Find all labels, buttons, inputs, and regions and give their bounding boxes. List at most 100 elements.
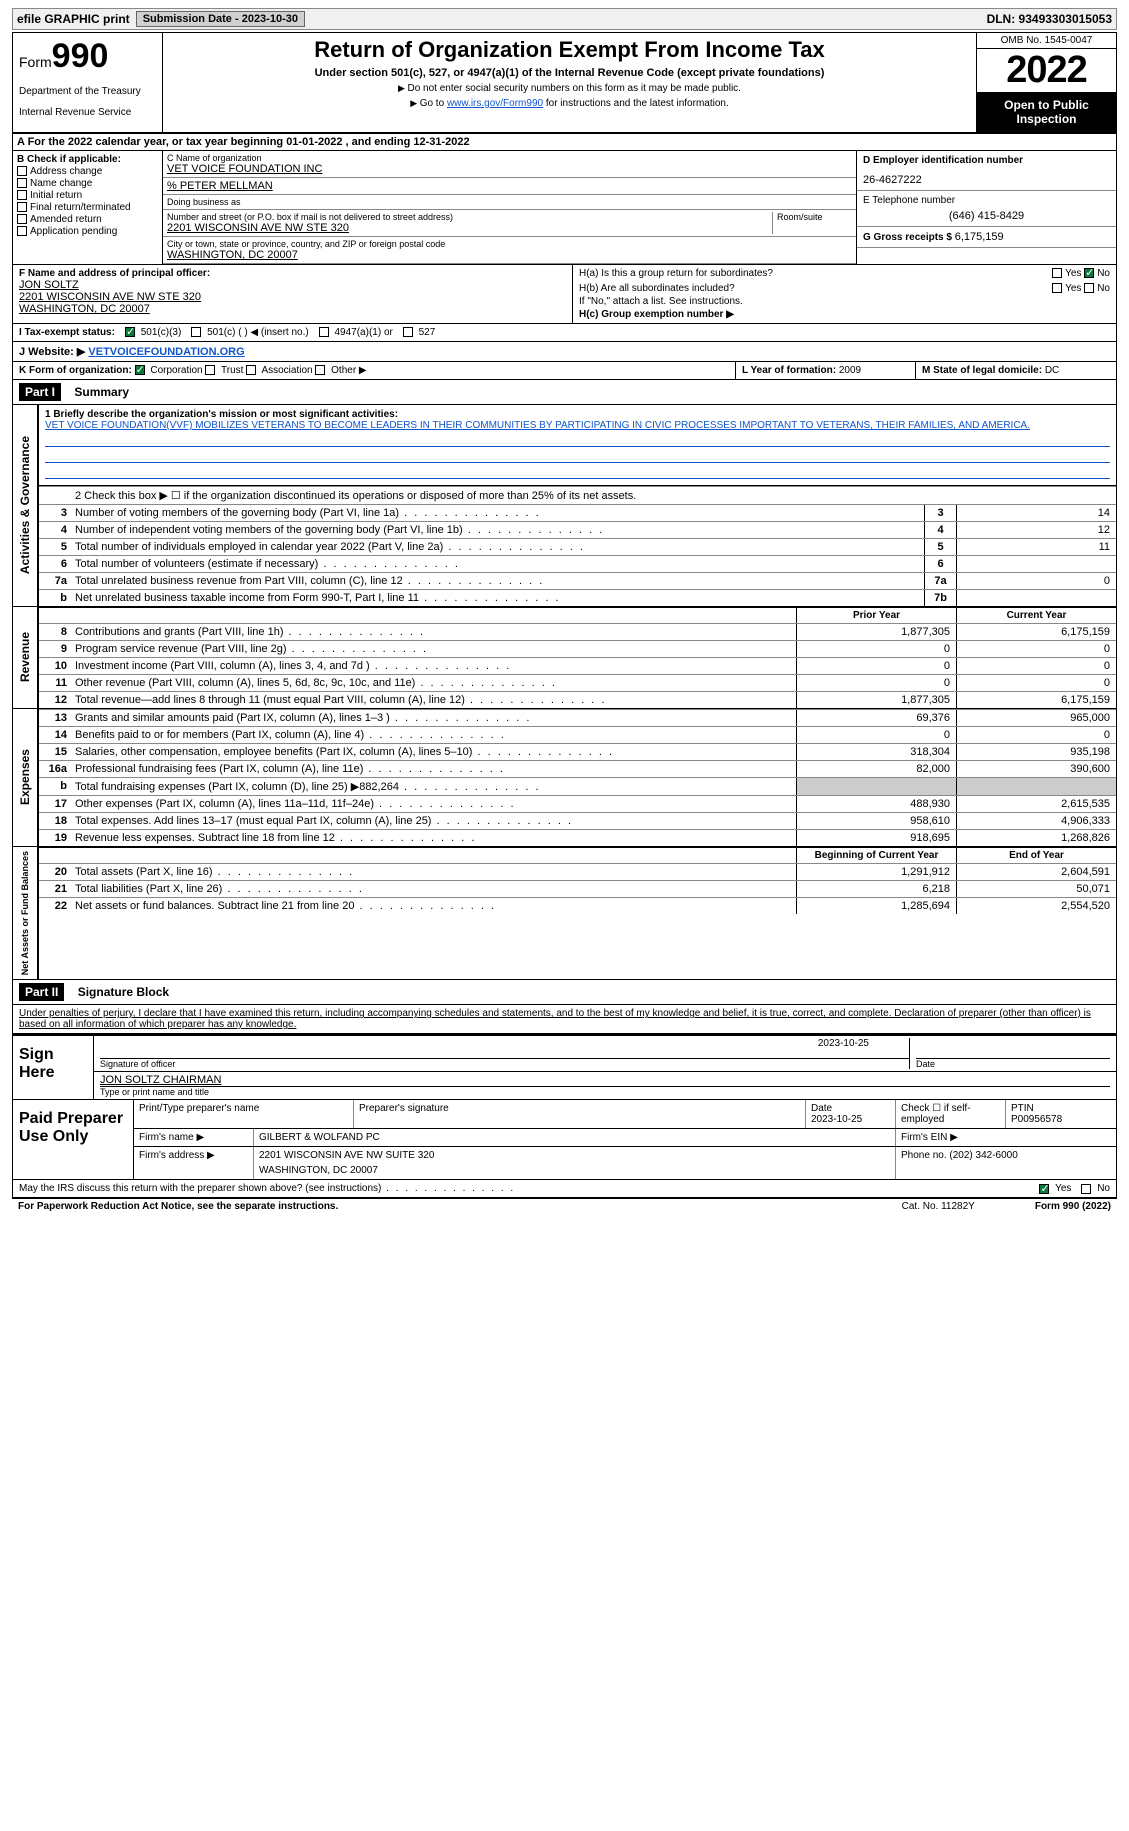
net-col-header: Beginning of Current Year End of Year bbox=[39, 847, 1116, 863]
chk-name-change[interactable]: Name change bbox=[17, 178, 158, 189]
section-governance: Activities & Governance 1 Briefly descri… bbox=[13, 405, 1116, 607]
col-b-label: B Check if applicable: bbox=[17, 154, 158, 165]
irs-link[interactable]: www.irs.gov/Form990 bbox=[447, 98, 543, 109]
vlabel-governance: Activities & Governance bbox=[16, 432, 34, 578]
hb-label: H(b) Are all subordinates included? bbox=[579, 283, 735, 294]
firm-name-label: Firm's name ▶ bbox=[134, 1129, 254, 1146]
gross-label: G Gross receipts $ bbox=[863, 232, 952, 243]
self-employed-label: Check ☐ if self-employed bbox=[896, 1100, 1006, 1128]
chk-trust[interactable]: Trust bbox=[205, 365, 243, 376]
room-label: Room/suite bbox=[777, 212, 852, 222]
firm-addr-label: Firm's address ▶ bbox=[134, 1147, 254, 1179]
ein-label: D Employer identification number bbox=[863, 155, 1110, 166]
gross-value: 6,175,159 bbox=[955, 231, 1004, 243]
tax-year: 2022 bbox=[977, 49, 1116, 92]
year-formation-label: L Year of formation: bbox=[742, 365, 836, 376]
summary-line: 12Total revenue—add lines 8 through 11 (… bbox=[39, 691, 1116, 708]
goto-instructions: Go to www.irs.gov/Form990 for instructio… bbox=[171, 98, 968, 109]
section-net-assets: Net Assets or Fund Balances Beginning of… bbox=[13, 847, 1116, 979]
row-j-website: J Website: ▶ VETVOICEFOUNDATION.ORG bbox=[12, 342, 1117, 362]
firm-city: WASHINGTON, DC 20007 bbox=[259, 1165, 890, 1176]
street-address: 2201 WISCONSIN AVE NW STE 320 bbox=[167, 222, 772, 234]
ein-value: 26-4627222 bbox=[863, 174, 1110, 186]
firm-name: GILBERT & WOLFAND PC bbox=[254, 1129, 896, 1146]
form-org-label: K Form of organization: bbox=[19, 365, 132, 376]
summary-line: 16aProfessional fundraising fees (Part I… bbox=[39, 760, 1116, 777]
open-inspection: Open to Public Inspection bbox=[977, 92, 1116, 132]
website-link[interactable]: VETVOICEFOUNDATION.ORG bbox=[88, 346, 244, 358]
section-revenue: Revenue Prior Year Current Year 8Contrib… bbox=[13, 607, 1116, 709]
chk-501c[interactable]: 501(c) ( ) ◀ (insert no.) bbox=[191, 327, 308, 338]
chk-assoc[interactable]: Association bbox=[246, 365, 312, 376]
chk-corp[interactable]: Corporation bbox=[135, 365, 203, 376]
discuss-yes[interactable]: Yes bbox=[1039, 1183, 1071, 1194]
chk-initial-return[interactable]: Initial return bbox=[17, 190, 158, 201]
sign-here-label: Sign Here bbox=[13, 1036, 93, 1099]
firm-phone: (202) 342-6000 bbox=[949, 1150, 1017, 1161]
chk-address-change[interactable]: Address change bbox=[17, 166, 158, 177]
sign-here-block: Sign Here 2023-10-25 Signature of office… bbox=[12, 1034, 1117, 1100]
main-block: B Check if applicable: Address change Na… bbox=[12, 151, 1117, 265]
chk-final-return[interactable]: Final return/terminated bbox=[17, 202, 158, 213]
sig-date-label: Date bbox=[916, 1058, 1110, 1069]
blank-line bbox=[45, 449, 1110, 463]
tax-status-label: I Tax-exempt status: bbox=[19, 327, 115, 338]
summary-line: 7aTotal unrelated business revenue from … bbox=[39, 572, 1116, 589]
officer-addr: 2201 WISCONSIN AVE NW STE 320 bbox=[19, 291, 566, 303]
summary-line: 3Number of voting members of the governi… bbox=[39, 504, 1116, 521]
officer-label: F Name and address of principal officer: bbox=[19, 268, 566, 279]
org-name: VET VOICE FOUNDATION INC bbox=[167, 163, 852, 175]
city-state-zip: WASHINGTON, DC 20007 bbox=[167, 249, 852, 261]
row-a-tax-year: A For the 2022 calendar year, or tax yea… bbox=[12, 134, 1117, 151]
revenue-col-header: Prior Year Current Year bbox=[39, 607, 1116, 623]
chk-501c3[interactable]: 501(c)(3) bbox=[125, 327, 181, 338]
chk-527[interactable]: 527 bbox=[403, 327, 435, 338]
summary-line: bTotal fundraising expenses (Part IX, co… bbox=[39, 777, 1116, 795]
chk-application-pending[interactable]: Application pending bbox=[17, 226, 158, 237]
dln-label: DLN: 93493303015053 bbox=[987, 12, 1112, 26]
ptin-value: P00956578 bbox=[1011, 1114, 1062, 1125]
form-header: Form990 Department of the Treasury Inter… bbox=[12, 32, 1117, 134]
firm-ein-label: Firm's EIN ▶ bbox=[896, 1129, 1116, 1146]
form-ref: Form 990 (2022) bbox=[1035, 1201, 1111, 1212]
dba-label: Doing business as bbox=[167, 197, 852, 207]
domicile-label: M State of legal domicile: bbox=[922, 365, 1042, 376]
addr-label: Number and street (or P.O. box if mail i… bbox=[167, 212, 772, 222]
line-2: 2 Check this box ▶ ☐ if the organization… bbox=[39, 486, 1116, 504]
row-i-status: I Tax-exempt status: 501(c)(3) 501(c) ( … bbox=[12, 324, 1117, 342]
summary-line: 17Other expenses (Part IX, column (A), l… bbox=[39, 795, 1116, 812]
discuss-text: May the IRS discuss this return with the… bbox=[19, 1183, 1029, 1194]
domicile: DC bbox=[1045, 365, 1059, 376]
omb-number: OMB No. 1545-0047 bbox=[977, 33, 1116, 49]
col-d-ein: D Employer identification number 26-4627… bbox=[856, 151, 1116, 264]
tel-label: E Telephone number bbox=[863, 195, 1110, 206]
penalty-text: Under penalties of perjury, I declare th… bbox=[13, 1005, 1116, 1033]
discuss-no[interactable]: No bbox=[1081, 1183, 1110, 1194]
mission-label: 1 Briefly describe the organization's mi… bbox=[45, 409, 1110, 420]
summary-line: 4Number of independent voting members of… bbox=[39, 521, 1116, 538]
part-1: Part I Summary Activities & Governance 1… bbox=[12, 380, 1117, 980]
city-label: City or town, state or province, country… bbox=[167, 239, 852, 249]
discuss-row: May the IRS discuss this return with the… bbox=[12, 1180, 1117, 1198]
prep-name-label: Print/Type preparer's name bbox=[134, 1100, 354, 1128]
officer-city: WASHINGTON, DC 20007 bbox=[19, 303, 566, 315]
chk-4947[interactable]: 4947(a)(1) or bbox=[319, 327, 393, 338]
chk-amended[interactable]: Amended return bbox=[17, 214, 158, 225]
mission-text: VET VOICE FOUNDATION(VVF) MOBILIZES VETE… bbox=[45, 420, 1110, 431]
part-2: Part II Signature Block Under penalties … bbox=[12, 980, 1117, 1034]
tel-value: (646) 415-8429 bbox=[863, 210, 1110, 222]
part2-header: Part II bbox=[19, 983, 64, 1001]
summary-line: 9Program service revenue (Part VIII, lin… bbox=[39, 640, 1116, 657]
chk-other[interactable]: Other ▶ bbox=[315, 365, 366, 376]
pra-notice: For Paperwork Reduction Act Notice, see … bbox=[18, 1201, 902, 1212]
cat-no: Cat. No. 11282Y bbox=[902, 1201, 975, 1212]
care-of: % PETER MELLMAN bbox=[167, 180, 852, 192]
blank-line bbox=[45, 433, 1110, 447]
hb-yesno: Yes No bbox=[1052, 283, 1110, 294]
summary-line: 20Total assets (Part X, line 16)1,291,91… bbox=[39, 863, 1116, 880]
dept-label: Department of the Treasury bbox=[19, 86, 156, 97]
ssn-warning: Do not enter social security numbers on … bbox=[171, 83, 968, 94]
summary-line: 8Contributions and grants (Part VIII, li… bbox=[39, 623, 1116, 640]
summary-line: 21Total liabilities (Part X, line 26)6,2… bbox=[39, 880, 1116, 897]
submission-date-button[interactable]: Submission Date - 2023-10-30 bbox=[136, 11, 305, 27]
